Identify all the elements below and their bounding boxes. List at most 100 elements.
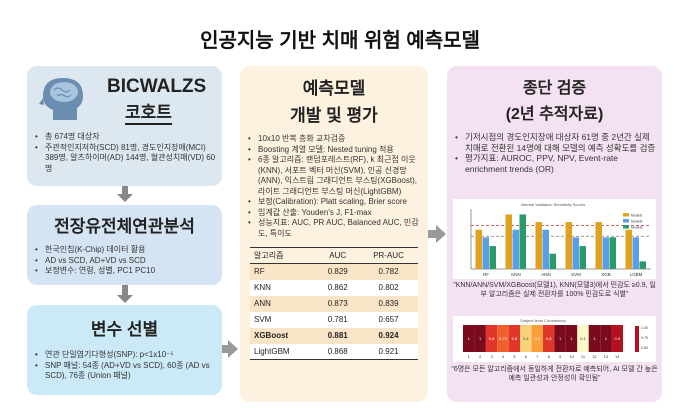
gwas-title: 전장유전체연관분석 <box>54 217 195 236</box>
performance-table: 알고리즘 AUC PR-AUC RF 0.829 0.782 KNN 0.862 0.80… <box>250 247 418 360</box>
table-cell: 0.782 <box>378 267 399 277</box>
bar <box>579 246 586 269</box>
model-bullet: 임계값 산출: Youden's J, F1-max <box>246 208 422 219</box>
cell-value: 0.9 <box>615 336 621 341</box>
table-row: LightGBM 0.868 0.921 <box>250 343 418 360</box>
model-bullet: 6종 알고리즘: 랜덤포레스트(RF), k 최근접 이웃(KNN), 서포트 … <box>246 155 422 197</box>
bar <box>625 229 632 269</box>
heatmap-cell <box>577 325 589 352</box>
table-row: KNN 0.862 0.802 <box>250 279 418 296</box>
cohort-bullet: 주관적인지저하(SCD) 81명, 경도인지장애(MCI) 389명, 알츠하이… <box>33 143 216 175</box>
bar <box>572 237 579 269</box>
table-cell: 0.839 <box>378 299 399 308</box>
table-row: SVM 0.781 0.657 <box>250 311 418 328</box>
x-tick-label: 12 <box>592 354 597 359</box>
heatmap-cell <box>600 325 612 352</box>
selection-bullet: 연관 단일염기다형성(SNP): p<1x10⁻⁵ <box>33 350 216 361</box>
legend-swatch <box>623 225 629 229</box>
heatmap-cell <box>554 325 566 352</box>
cell-value: 0.1 <box>580 336 586 341</box>
table-cell: 0.921 <box>378 346 399 356</box>
cell-value: 1 <box>559 336 562 341</box>
heatmap-caption: "6명은 모든 알고리즘에서 동일하게 전환자로 예측되어, AI 모델 간 높… <box>451 366 658 382</box>
bar <box>549 253 556 269</box>
arrow-right-head <box>436 225 446 243</box>
x-tick-label: KNN <box>511 272 521 277</box>
bar <box>565 222 572 269</box>
cell-value: 0.75 <box>499 336 508 341</box>
arrow-right-head <box>228 340 238 358</box>
validation-title: (2년 추적자료) <box>505 106 604 123</box>
x-tick-label: 14 <box>615 354 620 359</box>
table-cell: 0.873 <box>327 299 348 308</box>
cohort-name: BICWALZS <box>107 76 207 97</box>
x-tick-label: 6 <box>525 354 528 359</box>
bar <box>475 229 482 269</box>
model-bullet: Boosting 계열 모델: Nested tuning 적용 <box>246 145 422 156</box>
arrow-down-head <box>117 194 133 202</box>
table-cell: 0.657 <box>378 315 399 324</box>
model-bullet: 보정(Calibration): Platt scaling, Brier sc… <box>246 197 422 208</box>
x-tick-label: 2 <box>479 354 482 359</box>
arrow-right <box>428 230 436 238</box>
table-cell: LightGBM <box>254 346 290 356</box>
bar <box>602 237 609 269</box>
cohort-subtitle: 코호트 <box>125 98 172 125</box>
model-bullet: 10x10 반복 층화 교차검증 <box>246 134 422 145</box>
table-cell: 0.924 <box>378 331 399 340</box>
heatmap-cell <box>611 325 623 352</box>
heatmap-cell <box>531 325 543 352</box>
heatmap-cell <box>485 325 498 352</box>
heatmap-title: Subject-level Consistency <box>520 318 566 323</box>
table-cell: 0.781 <box>327 315 348 324</box>
bar <box>632 237 639 269</box>
x-tick-label: 11 <box>581 354 586 359</box>
bar <box>512 229 519 269</box>
brain-head-icon <box>39 78 83 120</box>
legend-swatch <box>623 219 629 223</box>
table-cell: 0.829 <box>327 267 348 277</box>
x-tick-label: XGB <box>601 272 611 277</box>
cell-value: 0.8 <box>489 336 495 341</box>
legend-label: Model2 <box>631 220 643 224</box>
cell-value: 0.6 <box>535 336 541 341</box>
selection-bullet: SNP 패널: 54종 (AD+VD vs SCD), 60종 (AD vs S… <box>33 361 216 382</box>
consistency-heatmap: Subject-level Consistency11120.830.7540.… <box>453 316 656 362</box>
gwas-bullet: AD vs SCD, AD+VD vs SCD <box>33 256 216 267</box>
x-tick-label: 13 <box>604 354 609 359</box>
heatmap-cell <box>543 325 555 352</box>
heatmap-cell <box>520 325 532 352</box>
heatmap-cell <box>588 325 601 352</box>
arrow-down <box>122 285 128 295</box>
heatmap-cell <box>474 325 486 352</box>
x-tick-label: 8 <box>548 354 551 359</box>
validation-bullet: 평가지표: AUROC, PPV, NPV, Event-rate enrich… <box>453 153 656 174</box>
colorbar-label: 0.75 <box>641 336 648 340</box>
bar <box>595 222 602 269</box>
heatmap-cell <box>565 325 578 352</box>
arrow-down <box>122 186 128 194</box>
x-tick-label: 4 <box>502 354 505 359</box>
cell-value: 1 <box>468 336 471 341</box>
arrow-down-head <box>117 295 133 303</box>
table-cell: KNN <box>254 283 271 292</box>
legend-label: Model3 <box>631 226 643 230</box>
cell-value: 0.8 <box>512 336 518 341</box>
table-cell: RF <box>254 267 265 277</box>
x-tick-label: 10 <box>569 354 574 359</box>
x-tick-label: LGBM <box>630 272 643 277</box>
bar <box>505 214 512 269</box>
gwas-box: 전장유전체연관분석 한국인칩(K-Chip) 데이터 활용 AD vs SCD,… <box>27 205 222 285</box>
table-row: ANN 0.873 0.839 <box>250 295 418 312</box>
colorbar-label: 0.50 <box>641 346 648 350</box>
x-tick-label: 7 <box>536 354 539 359</box>
x-tick-label: RF <box>483 272 489 277</box>
table-row: XGBoost 0.881 0.924 <box>250 327 418 344</box>
x-tick-label: 5 <box>513 354 516 359</box>
heatmap-cell <box>497 325 509 352</box>
colorbar-label: 1.00 <box>641 326 648 330</box>
validation-title: 종단 검증 <box>522 80 587 97</box>
legend-swatch <box>623 213 629 217</box>
sensitivity-bar-chart: Internal Validation Sensitivity Scores RF… <box>453 199 656 279</box>
bar <box>639 261 646 269</box>
